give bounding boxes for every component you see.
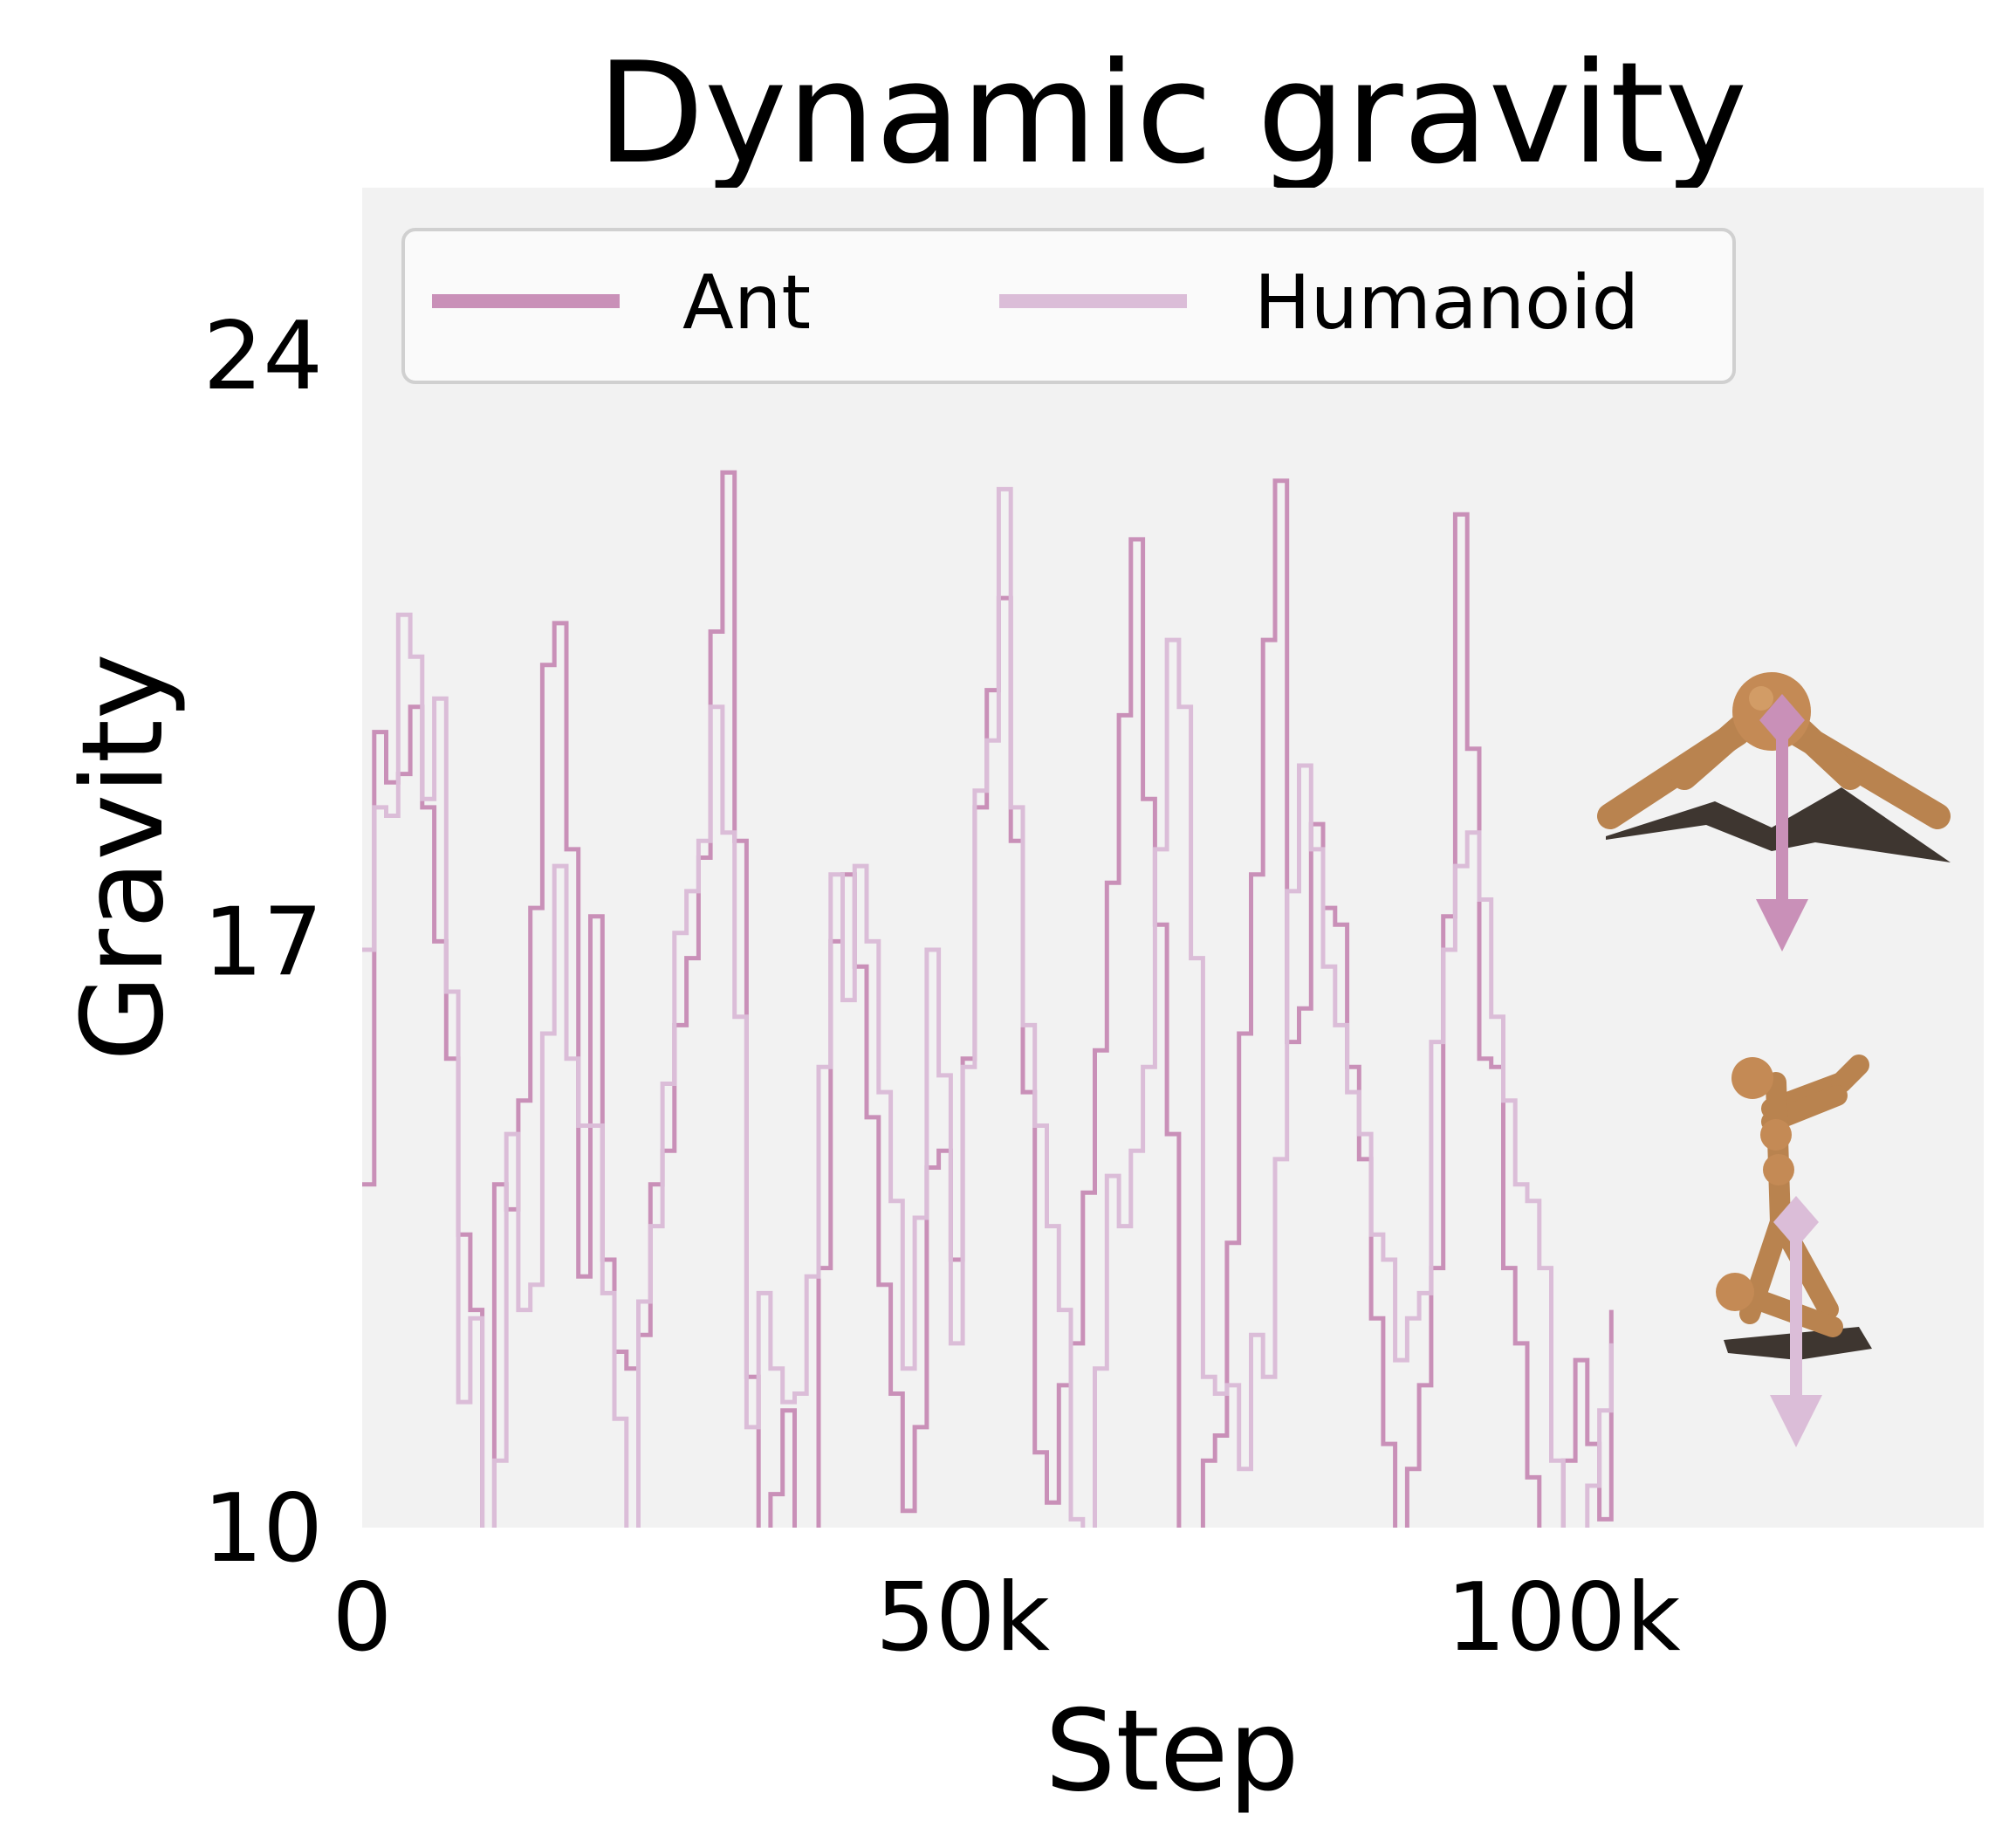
y-axis-label: Gravity	[58, 653, 189, 1061]
legend-label-ant: Ant	[682, 259, 811, 347]
y-tick-label: 17	[203, 888, 323, 997]
y-tick-label: 10	[203, 1474, 323, 1584]
legend: Ant Humanoid	[401, 228, 1736, 384]
x-tick-label: 100k	[1446, 1563, 1681, 1673]
y-tick-labels: 10 17 24	[203, 302, 323, 1584]
x-tick-label: 0	[333, 1563, 393, 1673]
humanoid-gravity-arrow-icon	[1770, 1196, 1822, 1447]
x-axis-label: Step	[1045, 1687, 1299, 1817]
humanoid-illustration	[1716, 1055, 1872, 1360]
x-tick-label: 50k	[875, 1563, 1050, 1673]
chart-title: Dynamic gravity	[597, 31, 1747, 195]
ant-gravity-arrow-icon	[1756, 694, 1808, 951]
series-layer	[362, 470, 1614, 1528]
series-line-ant	[362, 470, 1614, 1528]
legend-label-humanoid: Humanoid	[1254, 259, 1639, 347]
y-tick-label: 24	[203, 302, 323, 411]
plot-area	[362, 188, 1984, 1528]
x-tick-labels: 0 50k 100k	[333, 1563, 1681, 1673]
series-line-humanoid	[362, 486, 1614, 1528]
